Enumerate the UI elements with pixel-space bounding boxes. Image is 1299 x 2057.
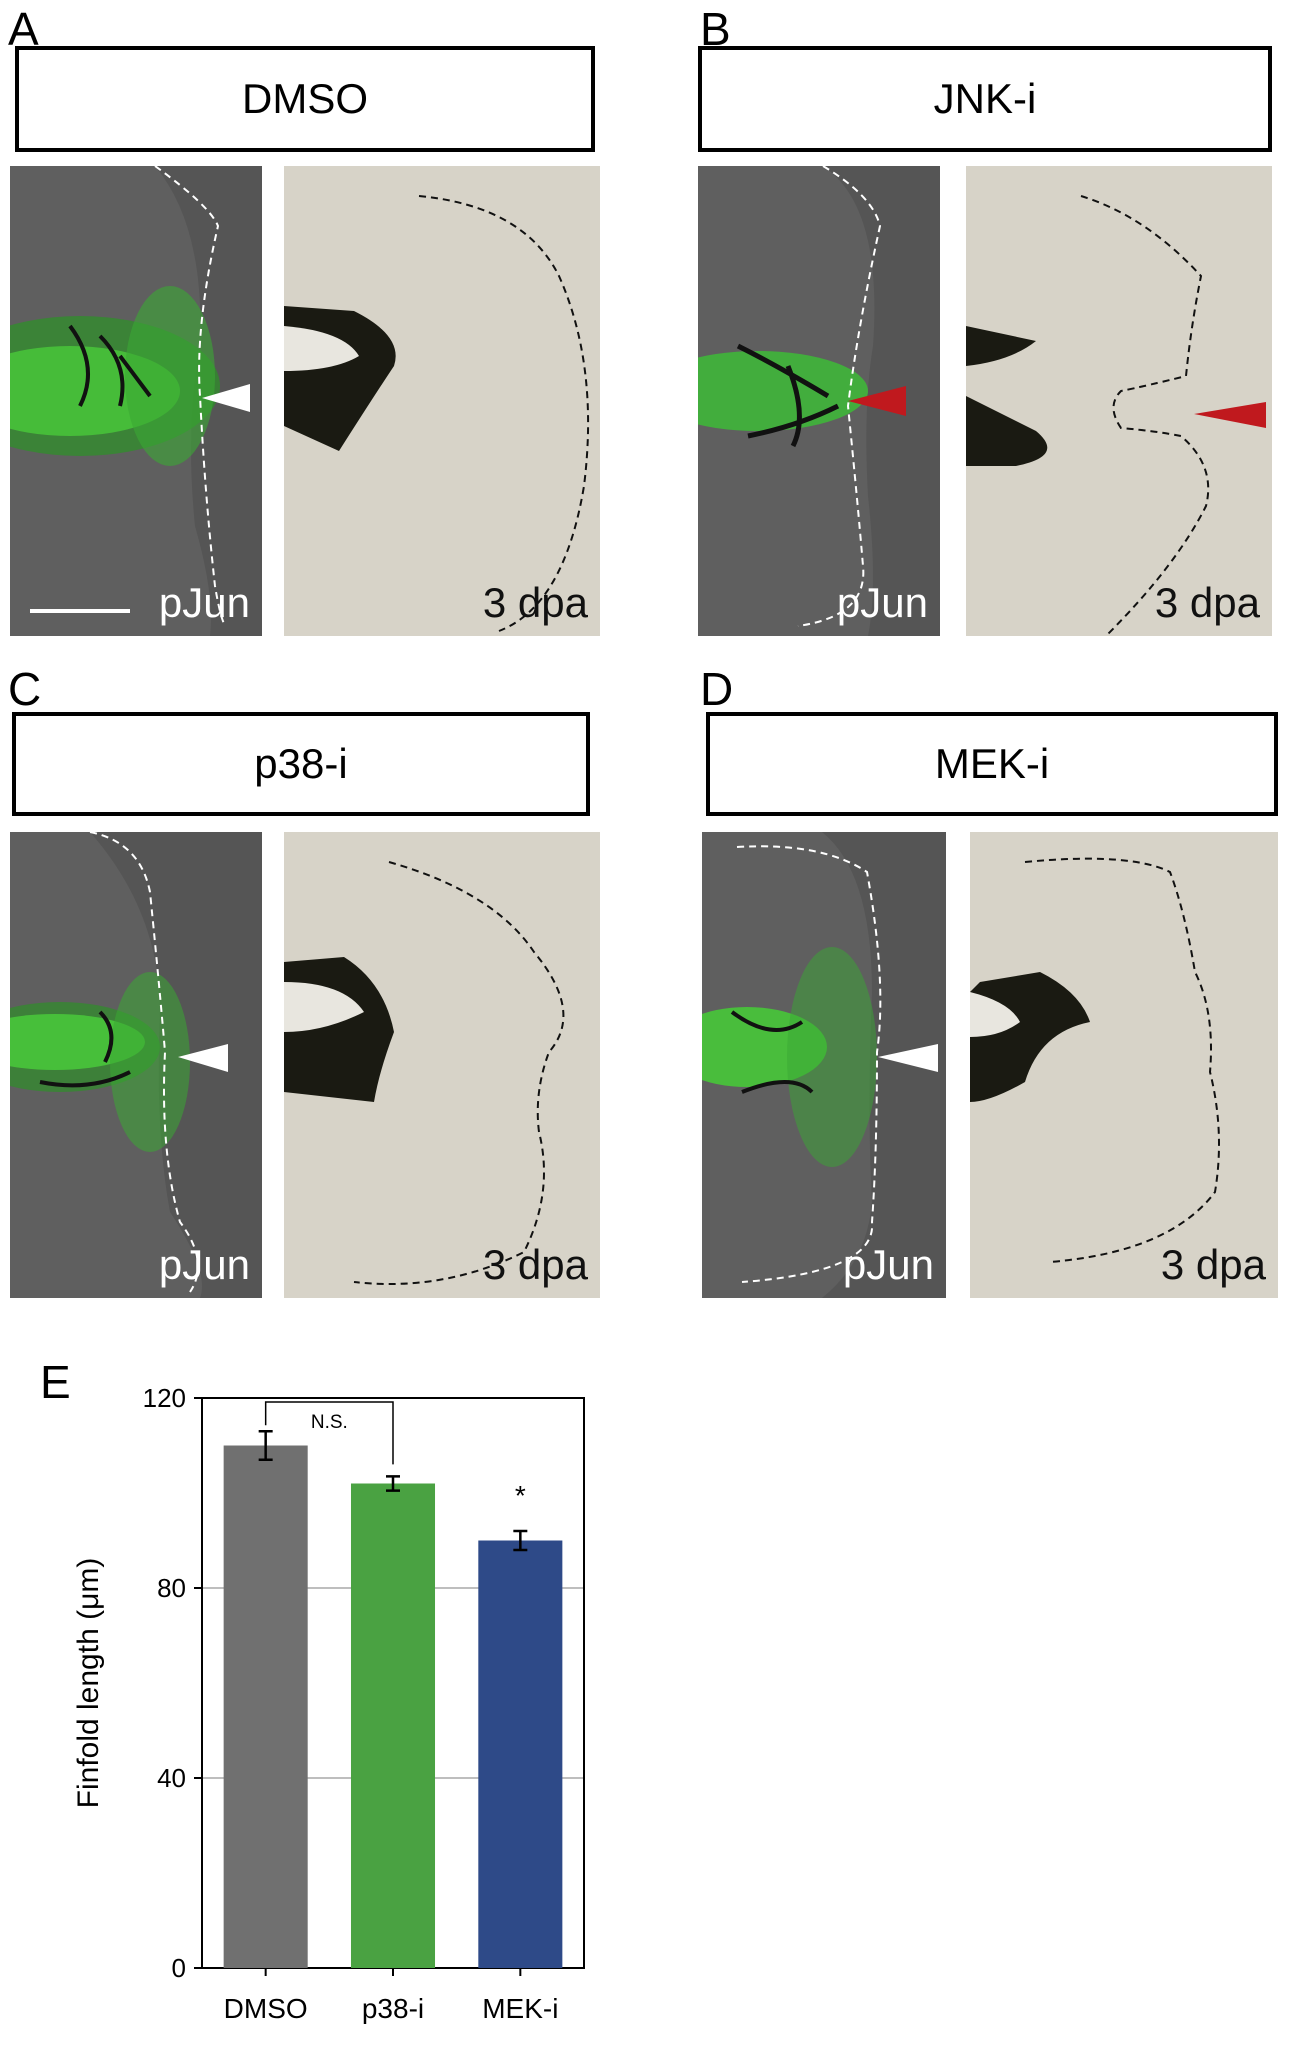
stage-label: 3 dpa [482,1241,588,1288]
condition-box-p38: p38-i [12,712,590,816]
condition-box-jnk: JNK-i [698,46,1272,152]
significance-star: * [515,1480,526,1511]
stage-label: 3 dpa [482,579,588,626]
condition-label: p38-i [254,740,348,787]
bar-mek-i [478,1540,563,1968]
stain-label: pJun [158,579,250,626]
dic-image-jnk: 3 dpa [966,166,1272,636]
stain-label: pJun [842,1241,934,1288]
condition-label: MEK-i [934,740,1050,787]
y-axis-label: Finfold length (μm) [72,1558,105,1809]
red-arrowhead-icon [1194,402,1266,428]
y-tick-label: 0 [172,1953,186,1983]
pjun-image-p38: pJun [10,832,262,1298]
panel-letter-e: E [40,1356,71,1408]
finfold-length-chart: E 0 40 80 120 DMSO p38-i MEK-i N.S. * Finfold le… [40,1356,585,2024]
y-tick-label: 40 [157,1763,186,1793]
significance-bracket [264,1401,394,1465]
white-arrowhead-icon [178,1044,228,1072]
dic-image-p38: 3 dpa [284,832,600,1298]
stain-label: pJun [836,579,928,626]
condition-label: DMSO [242,75,368,122]
x-tick-label: p38-i [362,1993,424,2024]
red-arrowhead-icon [848,386,906,416]
dic-image-mek: 3 dpa [970,832,1278,1298]
dic-image-dmso: 3 dpa [284,166,600,636]
pjun-image-jnk: pJun [698,166,940,636]
x-tick-label: MEK-i [482,1993,558,2024]
stage-label: 3 dpa [1160,1241,1266,1288]
panel-letter-c: C [8,663,42,715]
panel-letter-a: A [8,3,39,55]
pjun-image-dmso: pJun [10,166,262,636]
x-tick-label: DMSO [224,1993,308,2024]
condition-label: JNK-i [933,75,1037,122]
condition-box-mek: MEK-i [706,712,1278,816]
bar-dmso [223,1445,308,1968]
pjun-image-mek: pJun [702,832,946,1298]
panel-letter-d: D [700,663,734,715]
panel-letter-b: B [700,3,731,55]
stage-label: 3 dpa [1154,579,1260,626]
stain-label: pJun [158,1241,250,1288]
y-tick-label: 80 [157,1573,186,1603]
y-tick-label: 120 [143,1383,186,1413]
significance-label: N.S. [311,1412,348,1433]
condition-box-dmso: DMSO [15,46,595,152]
white-arrowhead-icon [202,384,250,412]
white-arrowhead-icon [878,1044,938,1072]
bar-p38-i [350,1483,436,1968]
